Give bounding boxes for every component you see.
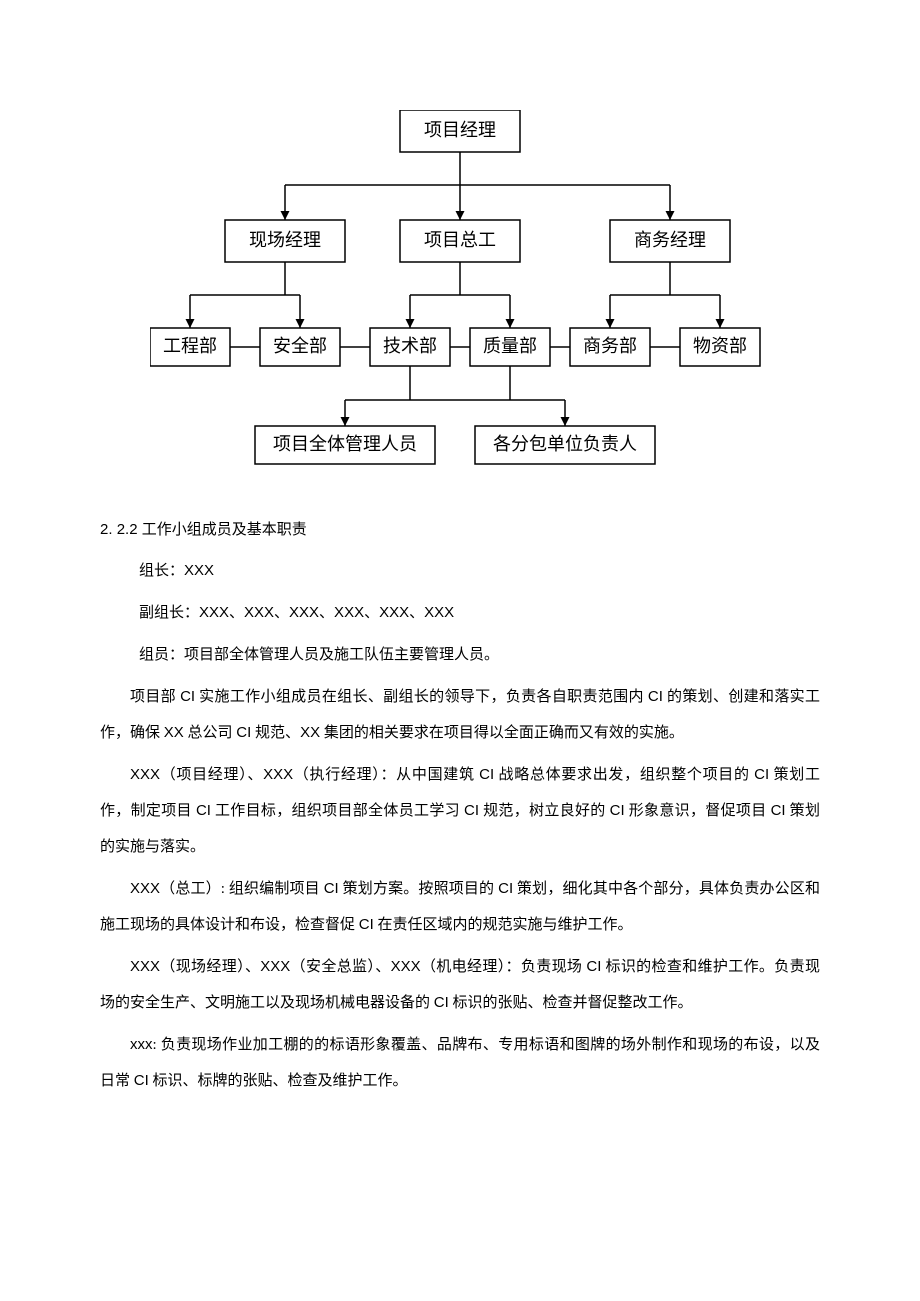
org-chart-container: 项目经理 现场经理 项目总工 商务经理 工程部 安全部 [100,110,820,490]
paragraph-4: XXX（现场经理）、XXX（安全总监）、XXX（机电经理）：负责现场 CI 标识… [100,949,820,1021]
node-mgr-right: 商务经理 [610,220,730,262]
node-bottom-2-label: 各分包单位负责人 [493,434,637,454]
member-line: 组员：项目部全体管理人员及施工队伍主要管理人员。 [100,637,820,673]
node-dept-3: 技术部 [370,328,450,366]
vice-label: 副组长： [139,605,199,621]
node-dept-3-label: 技术部 [383,336,437,356]
vice-leader-line: 副组长：XXX、XXX、XXX、XXX、XXX、XXX [100,595,820,631]
node-mgr-left: 现场经理 [225,220,345,262]
node-bottom-1: 项目全体管理人员 [255,426,435,464]
org-chart: 项目经理 现场经理 项目总工 商务经理 工程部 安全部 [150,110,770,490]
leader-line: 组长：XXX [100,553,820,589]
node-root-label: 项目经理 [424,120,496,140]
node-mgr-mid: 项目总工 [400,220,520,262]
node-bottom-1-label: 项目全体管理人员 [273,434,417,454]
node-dept-6-label: 物资部 [693,336,747,356]
document-page: 项目经理 现场经理 项目总工 商务经理 工程部 安全部 [0,0,920,1185]
node-root: 项目经理 [400,110,520,152]
node-dept-5: 商务部 [570,328,650,366]
section-heading: 2. 2.2 工作小组成员及基本职责 [100,518,820,539]
node-dept-1: 工程部 [150,328,230,366]
leader-value: XXX [184,562,214,579]
node-mgr-right-label: 商务经理 [634,230,706,250]
node-dept-1-label: 工程部 [163,336,217,356]
paragraph-3: XXX（总工）: 组织编制项目 CI 策划方案。按照项目的 CI 策划，细化其中… [100,871,820,943]
node-dept-4: 质量部 [470,328,550,366]
member-value: 项目部全体管理人员及施工队伍主要管理人员。 [184,647,499,663]
node-dept-2: 安全部 [260,328,340,366]
leader-label: 组长： [139,563,184,579]
heading-text: 2.2 工作小组成员及基本职责 [117,521,307,538]
node-dept-5-label: 商务部 [583,336,637,356]
member-label: 组员： [139,647,184,663]
node-bottom-2: 各分包单位负责人 [475,426,655,464]
heading-num-prefix: 2. [100,521,113,538]
node-mgr-mid-label: 项目总工 [424,230,496,250]
node-dept-6: 物资部 [680,328,760,366]
paragraph-1: 项目部 CI 实施工作小组成员在组长、副组长的领导下，负责各自职责范围内 CI … [100,679,820,751]
paragraph-2: XXX（项目经理）、XXX（执行经理）：从中国建筑 CI 战略总体要求出发，组织… [100,757,820,865]
node-mgr-left-label: 现场经理 [249,230,321,250]
vice-value: XXX、XXX、XXX、XXX、XXX、XXX [199,604,454,621]
node-dept-2-label: 安全部 [273,336,327,356]
paragraph-5: xxx: 负责现场作业加工棚的的标语形象覆盖、品牌布、专用标语和图牌的场外制作和… [100,1027,820,1099]
node-dept-4-label: 质量部 [483,336,537,356]
